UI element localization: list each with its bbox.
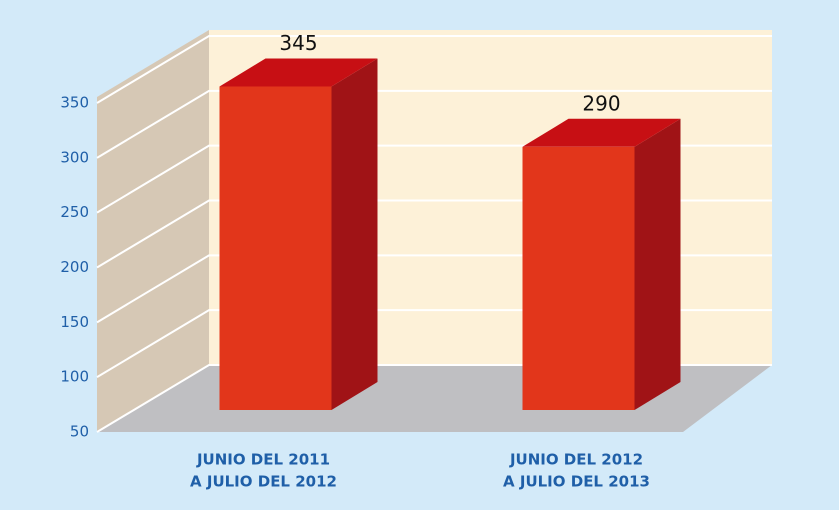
y-tick-label: 100 [60,368,89,386]
y-tick-label: 300 [60,148,89,166]
value-label: 345 [279,31,317,55]
bar [219,86,332,410]
y-tick-label: 150 [60,313,89,331]
y-tick-label: 50 [70,423,89,441]
y-tick-label: 350 [60,94,89,112]
x-tick-label: A JULIO DEL 2013 [503,473,650,491]
value-label: 290 [582,91,620,115]
grid-line [96,89,772,159]
x-tick-label: JUNIO DEL 2011 [196,451,330,469]
x-tick-label: JUNIO DEL 2012 [509,451,643,469]
bar-side [634,118,681,411]
left-wall [97,30,209,432]
bar [522,146,635,411]
grid-line [96,35,772,104]
y-tick-label: 250 [60,203,89,221]
bar-side [331,58,378,410]
y-tick-label: 200 [60,258,89,276]
x-tick-label: A JULIO DEL 2012 [190,473,337,491]
bar-top [522,118,681,147]
bar-top [219,58,378,87]
